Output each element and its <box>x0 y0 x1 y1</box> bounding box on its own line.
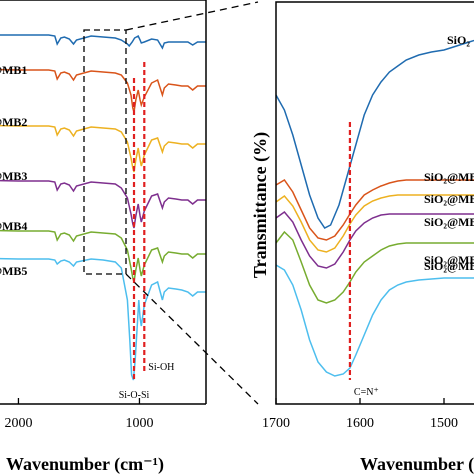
zoom-connector-top <box>125 1 259 31</box>
r-series-label-sio-mb4: SiO₂@MB4 <box>424 253 474 267</box>
l-series-line-sio-mb4 <box>0 229 206 283</box>
l-series-line-sio-mb3 <box>0 179 206 229</box>
right-series-labels: SiO₂ SiO₂@MB1 SiO₂@MB2 SiO₂@MB3 SiO₂@MB4SiO₂… <box>424 33 474 273</box>
left-x-ticks: 2000 1000 <box>4 398 153 431</box>
zoom-connector-bottom <box>125 273 259 405</box>
r-series-label-sio-mb2: SiO₂@MB2 <box>424 192 474 206</box>
zoom-region-box <box>83 29 127 275</box>
left-x-axis-label: Wavenumber (cm⁻¹) <box>6 454 164 474</box>
l-series-line-sio-mb1 <box>0 68 206 113</box>
left-panel: SiO₂SiO₂@MB1SiO₂@MB2SiO₂@MB3SiO₂@MB4SiO₂… <box>0 0 207 474</box>
r-series-line-sio-mb4 <box>275 230 474 304</box>
l-series-line-sio-mb5 <box>0 257 206 381</box>
c-n-annotation: C=N⁺ <box>354 387 379 398</box>
right-x-axis-label: Wavenumber (cm⁻¹) <box>360 454 474 474</box>
right-x-ticks: 1700 1600 1500 <box>262 398 458 431</box>
l-series-line-sio <box>0 34 206 50</box>
r-series-label-sio-mb1: SiO₂@MB1 <box>424 170 474 184</box>
l-series-label-sio-mb5: SiO₂@MB5 <box>0 264 27 278</box>
r-series-line-sio <box>275 39 474 229</box>
right-panel: SiO₂ SiO₂@MB1 SiO₂@MB2 SiO₂@MB3 SiO₂@MB4SiO₂… <box>250 1 474 474</box>
l-series-line-sio-mb2 <box>0 124 206 173</box>
right-y-axis-label: Transmittance (%) <box>250 132 271 278</box>
r-series-line-sio-mb2 <box>275 194 474 253</box>
x-tick-label-2000: 2000 <box>4 416 32 431</box>
l-series-label-sio-mb1: SiO₂@MB1 <box>0 63 27 77</box>
x-tick-label-1600: 1600 <box>346 416 374 431</box>
left-series-labels: SiO₂SiO₂@MB1SiO₂@MB2SiO₂@MB3SiO₂@MB4SiO₂… <box>0 63 27 278</box>
l-series-label-sio-mb3: SiO₂@MB3 <box>0 169 27 183</box>
r-series-label-sio-mb5: SiO₂@MB5 <box>424 259 474 273</box>
x-tick-label-1500: 1500 <box>430 416 458 431</box>
x-tick-label-1700: 1700 <box>262 416 290 431</box>
r-series-line-sio-mb1 <box>275 178 474 241</box>
l-series-label-sio-mb4: SiO₂@MB4 <box>0 219 27 233</box>
left-series-lines <box>0 34 206 381</box>
right-plot-frame <box>275 1 474 405</box>
l-series-label-sio-mb2: SiO₂@MB2 <box>0 115 27 129</box>
si-o-si-annotation: Si-O-Si <box>119 390 150 401</box>
r-series-line-sio-mb3 <box>275 210 474 269</box>
r-series-label-sio: SiO₂ <box>447 33 470 47</box>
right-series-lines <box>275 39 474 377</box>
x-tick-label-1000: 1000 <box>125 416 153 431</box>
r-series-line-sio-mb5 <box>275 264 474 377</box>
si-oh-annotation: Si-OH <box>148 362 174 373</box>
r-series-label-sio-mb3: SiO₂@MB3 <box>424 215 474 229</box>
